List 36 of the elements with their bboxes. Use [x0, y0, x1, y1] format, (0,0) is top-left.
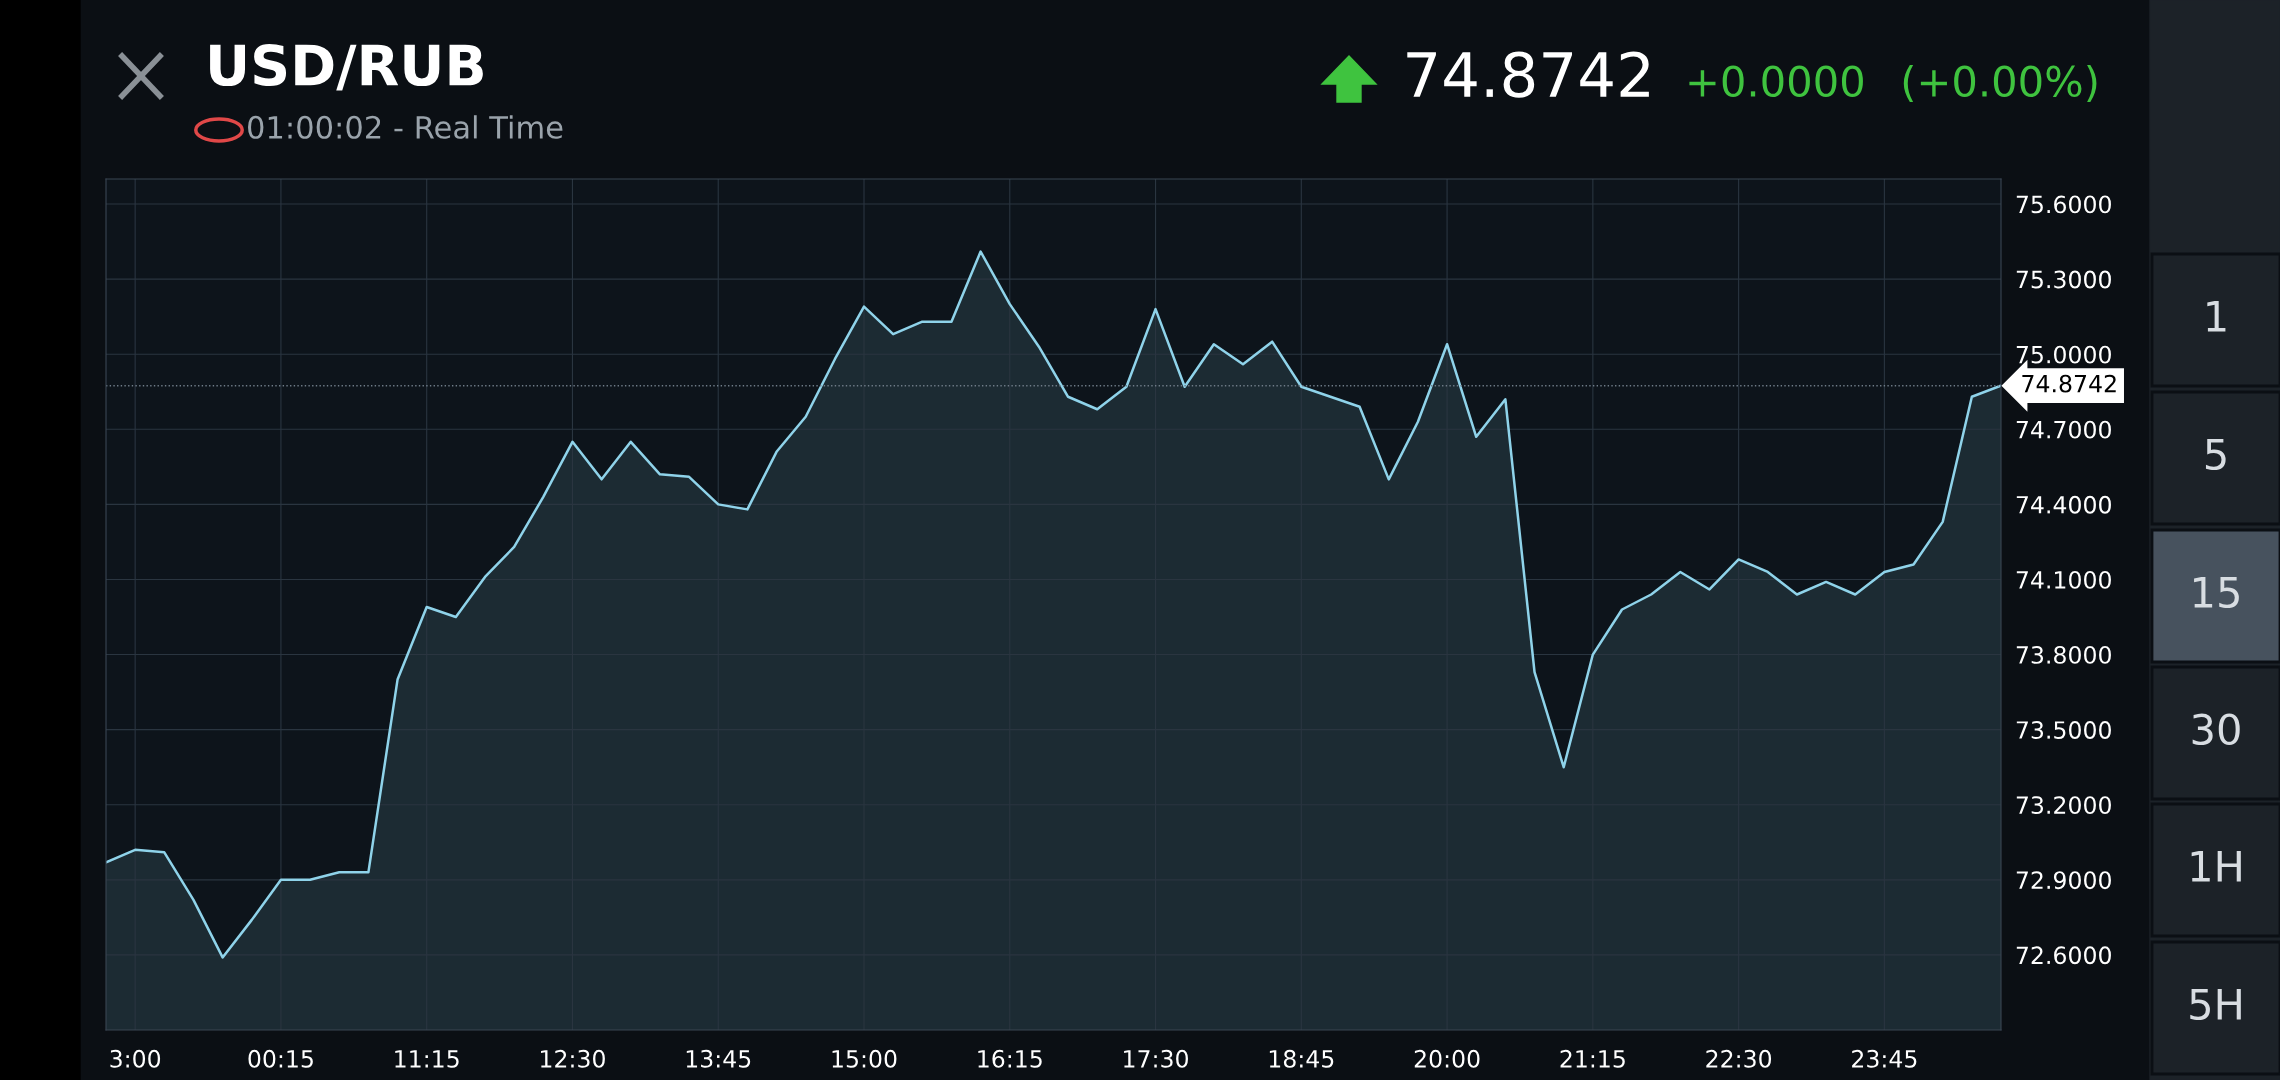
y-tick-label: 73.2000 [2016, 796, 2111, 815]
y-tick-label: 73.5000 [2016, 721, 2111, 739]
y-tick-label: 75.6000 [2016, 195, 2111, 214]
x-tick-label: 16:15 [978, 1049, 1042, 1068]
text: (+0.00%) [1903, 64, 2097, 102]
y-tick-label: 75.0000 [2016, 345, 2111, 364]
x-tick-label: 22:30 [1706, 1049, 1772, 1068]
y-tick-label: 74.4000 [2016, 495, 2111, 514]
text: +0.0000 [1689, 65, 1863, 98]
x-tick-label: 15:00 [832, 1049, 897, 1068]
x-tick-label: 3:00 [110, 1049, 161, 1068]
x-tick-label: 17:30 [1124, 1049, 1188, 1068]
y-tick-label: 74.1000 [2016, 570, 2111, 589]
x-tick-label: 23:45 [1852, 1049, 1917, 1068]
y-tick-label: 74.7000 [2016, 420, 2111, 439]
x-tick-label: 00:15 [248, 1049, 313, 1068]
text: 74.8742 [1407, 51, 1649, 98]
x-tick-label: 11:15 [395, 1050, 459, 1068]
y-tick-label: 75.3000 [2016, 270, 2111, 289]
x-tick-label: 18:45 [1269, 1049, 1334, 1068]
text: 5 [2205, 439, 2226, 471]
x-tick-label: 20:00 [1414, 1049, 1480, 1068]
ref-line-label: 74.8742 [2022, 374, 2116, 393]
chart-subtitle: 01:00:02 - Real Time [248, 115, 563, 139]
text: 30 [2192, 713, 2240, 746]
x-tick-label: 21:15 [1560, 1049, 1625, 1068]
text: 5H [2190, 989, 2241, 1021]
text: 15 [2194, 577, 2239, 609]
y-tick-label: 73.8000 [2016, 646, 2111, 664]
y-tick-label: 72.9000 [2016, 871, 2111, 890]
chart-title: USD/RUB [210, 44, 483, 91]
x-tick-label: 13:45 [686, 1049, 751, 1068]
text: 1H [2191, 851, 2241, 882]
y-tick-label: 72.6000 [2016, 946, 2111, 965]
x-tick-label: 12:30 [541, 1049, 605, 1068]
text: 1 [2207, 301, 2226, 332]
